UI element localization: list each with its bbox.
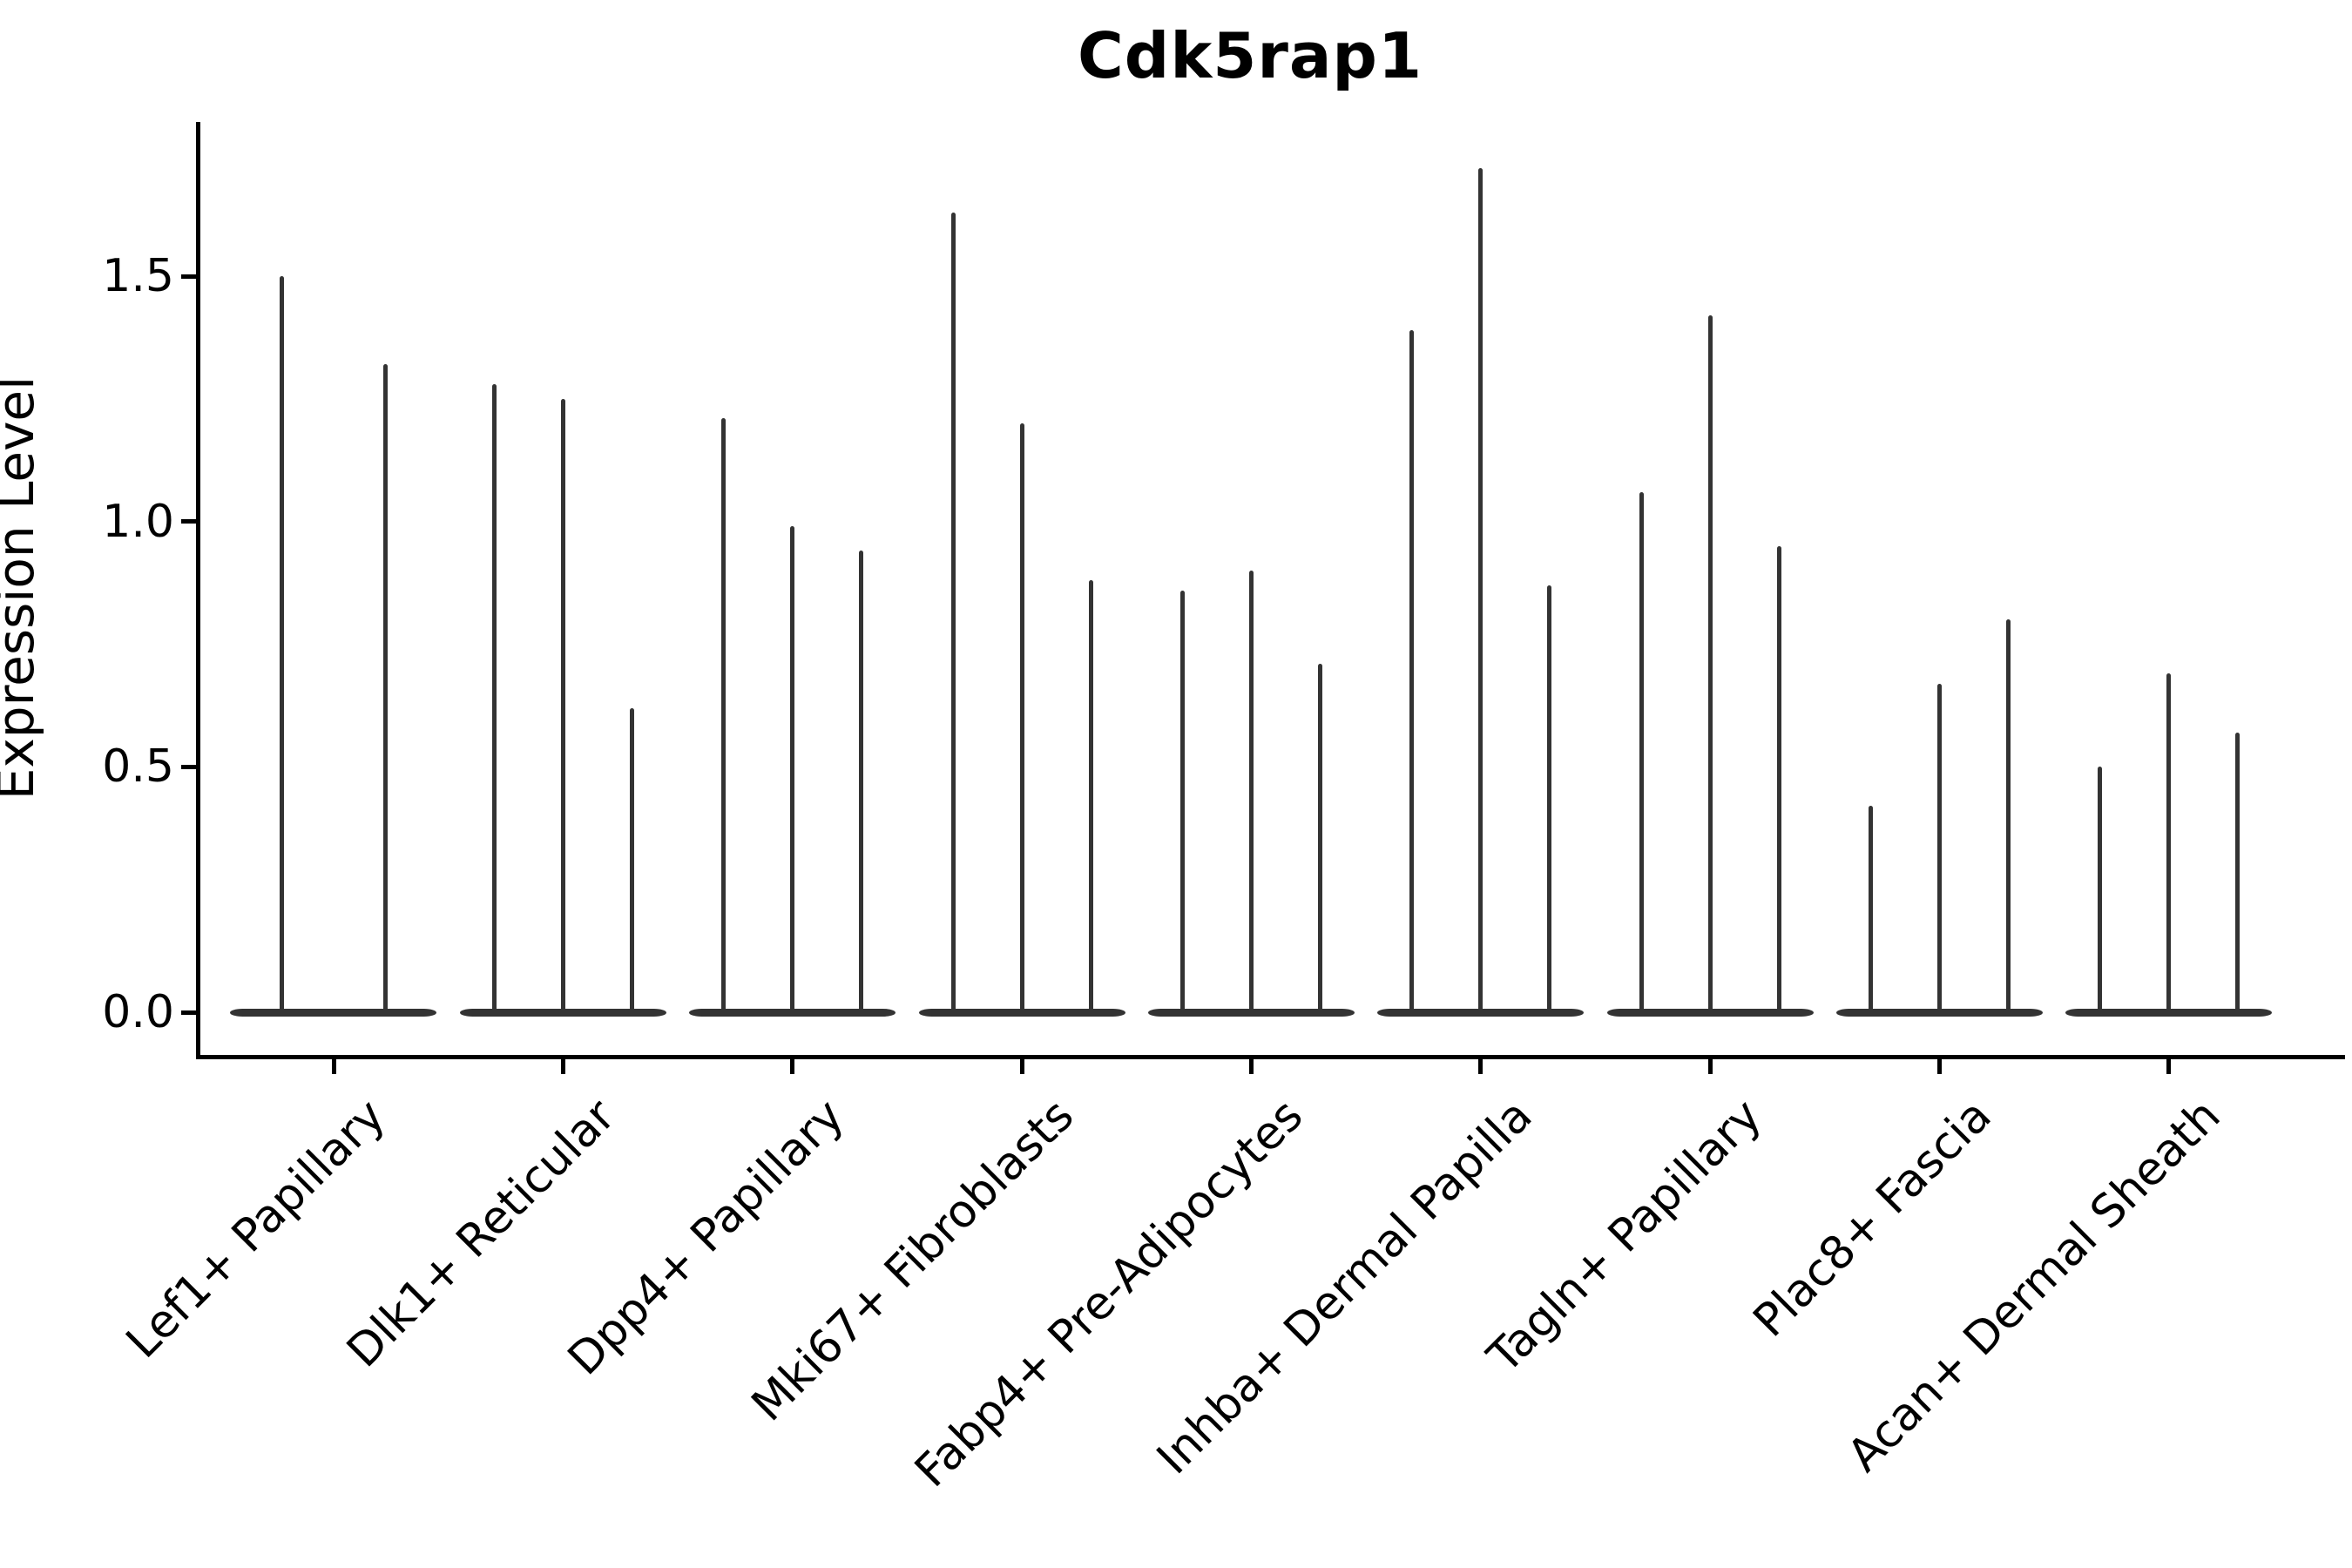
x-tick-mark: [1248, 1059, 1254, 1074]
violin-spike: [1248, 571, 1254, 1015]
violin-spike: [1409, 330, 1415, 1015]
x-tick-mark: [1936, 1059, 1942, 1074]
violin-spike: [1179, 590, 1185, 1015]
y-tick-label: 1.0: [102, 495, 174, 548]
violin-spike: [1019, 423, 1024, 1015]
x-tick-label: Plac8+ Fascia: [1743, 1089, 2002, 1348]
violin-spike: [1639, 491, 1644, 1015]
y-tick-label: 1.5: [102, 250, 174, 303]
violin-spike: [491, 383, 497, 1015]
violin-spike: [280, 276, 285, 1015]
violin-spike: [859, 551, 864, 1015]
y-tick-mark: [181, 764, 196, 769]
violin-spike: [1776, 545, 1781, 1015]
y-axis-label: Expression Level: [0, 375, 45, 801]
violin-spike: [1547, 585, 1552, 1015]
x-tick-mark: [331, 1059, 336, 1074]
y-tick-mark: [181, 274, 196, 279]
violin-spike: [1478, 168, 1484, 1015]
y-tick-mark: [181, 519, 196, 524]
x-tick-mark: [1707, 1059, 1713, 1074]
x-tick-mark: [2166, 1059, 2172, 1074]
violin-spike: [2166, 673, 2172, 1015]
y-tick-label: 0.0: [102, 986, 174, 1038]
violin-spike: [2005, 619, 2011, 1015]
violin-spike: [721, 418, 727, 1015]
violin-spike: [790, 526, 795, 1015]
violin-spike: [1317, 664, 1322, 1015]
x-tick-mark: [560, 1059, 565, 1074]
violin-spike: [950, 212, 956, 1015]
x-tick-mark: [1478, 1059, 1484, 1074]
violin-spike: [1936, 683, 1942, 1015]
x-tick-label: Fabp4+ Pre-Adipocytes: [905, 1089, 1314, 1497]
violin-spike: [1707, 315, 1713, 1015]
violin-spike: [560, 398, 565, 1015]
x-axis-spine: [196, 1055, 2345, 1059]
x-tick-label: Inhba+ Dermal Papilla: [1147, 1089, 1543, 1485]
x-tick-mark: [1019, 1059, 1024, 1074]
y-tick-label: 0.5: [102, 740, 174, 794]
violin-spike: [382, 364, 388, 1015]
x-tick-label: Acan+ Dermal Sheath: [1838, 1089, 2231, 1483]
violin-spike: [629, 707, 634, 1015]
violin-body-baseline: [230, 1008, 437, 1017]
violin-spike: [1088, 580, 1093, 1015]
x-tick-mark: [790, 1059, 795, 1074]
y-tick-mark: [181, 1010, 196, 1015]
y-axis-spine: [196, 122, 200, 1059]
violin-spike: [2235, 732, 2240, 1015]
violin-spike: [2098, 767, 2103, 1015]
plot-title: Cdk5rap1: [1077, 19, 1423, 92]
violin-spike: [1868, 806, 1873, 1015]
